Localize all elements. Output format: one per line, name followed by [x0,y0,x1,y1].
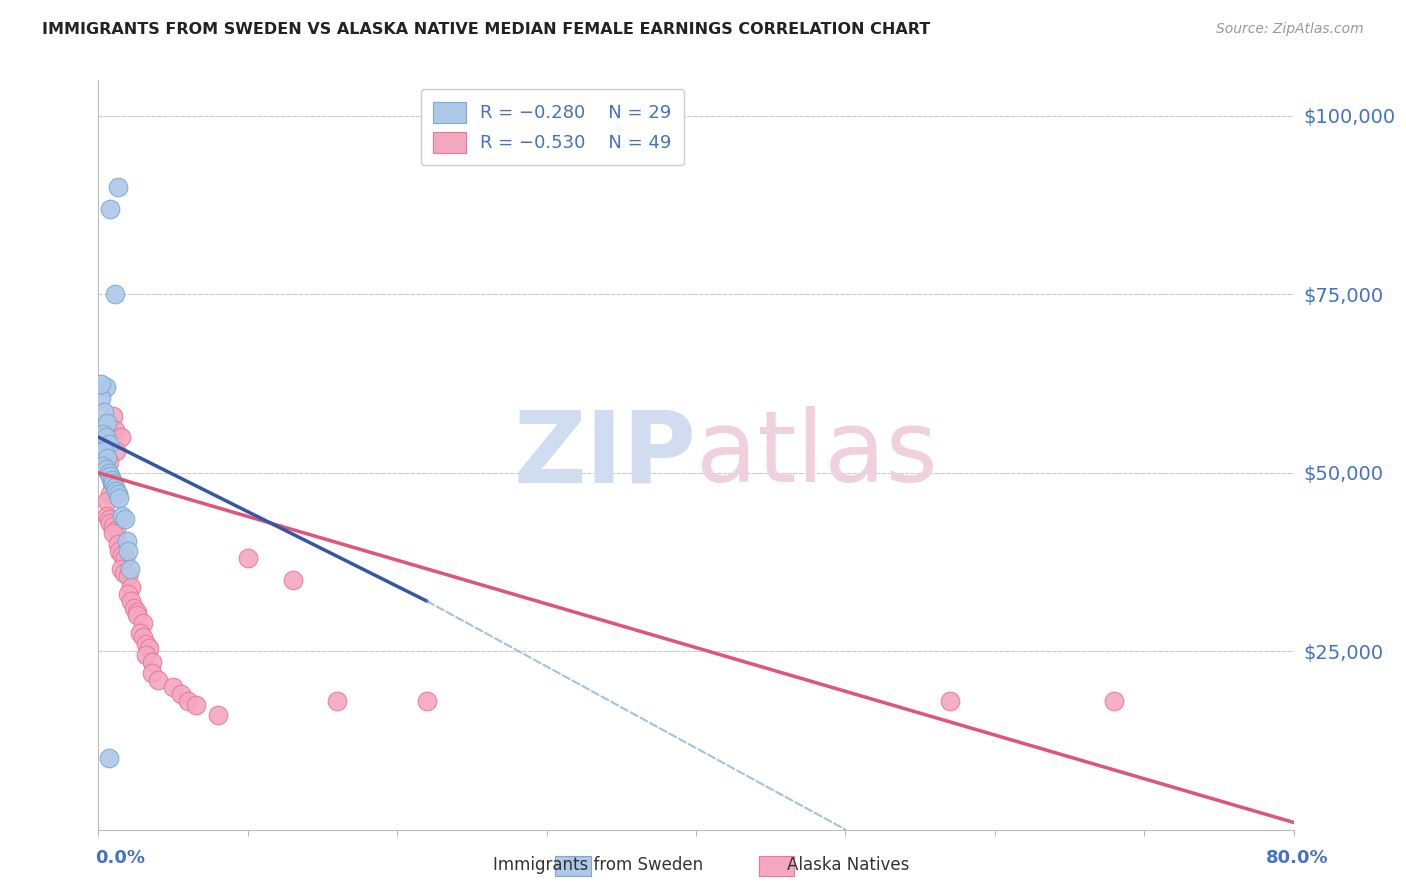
Point [236,551,259,566]
Point [135,648,157,662]
Text: Source: ZipAtlas.com: Source: ZipAtlas.com [1216,22,1364,37]
Point [132,615,155,630]
Point [148,673,170,687]
Point [111,548,134,562]
Point [97,466,120,480]
Point [120,594,142,608]
Point [96,416,118,430]
Text: Alaska Natives: Alaska Natives [787,856,910,874]
Point [93,444,115,458]
Point [97,512,120,526]
Point [939,694,962,708]
Text: atlas: atlas [696,407,938,503]
Point [98,202,122,216]
Point [112,566,135,580]
Point [162,680,184,694]
Point [111,508,134,523]
Point [91,458,114,473]
Text: Immigrants from Sweden: Immigrants from Sweden [494,856,703,874]
Point [108,491,131,505]
Point [141,655,163,669]
Point [98,469,122,483]
Point [94,380,117,394]
Point [97,751,120,765]
Text: 80.0%: 80.0% [1265,849,1329,867]
Point [91,426,114,441]
Point [135,637,157,651]
Point [416,694,439,708]
Legend: R = −0.280    N = 29, R = −0.530    N = 49: R = −0.280 N = 29, R = −0.530 N = 49 [420,89,685,165]
Point [98,516,122,530]
Point [107,180,129,194]
Point [118,562,141,576]
Point [98,469,122,483]
Point [120,580,142,594]
Point [94,430,117,444]
Point [184,698,207,712]
Point [117,544,139,558]
Point [96,508,118,523]
Point [103,526,125,541]
Point [104,480,127,494]
Point [98,487,122,501]
Point [177,694,200,708]
Text: IMMIGRANTS FROM SWEDEN VS ALASKA NATIVE MEDIAN FEMALE EARNINGS CORRELATION CHART: IMMIGRANTS FROM SWEDEN VS ALASKA NATIVE … [42,22,931,37]
Point [110,562,132,576]
Point [97,437,120,451]
Point [132,630,155,644]
Point [97,455,120,469]
Text: 0.0%: 0.0% [96,849,146,867]
Point [138,640,160,655]
Point [105,483,128,498]
Point [114,512,136,526]
Point [127,608,149,623]
Point [104,287,127,301]
Point [105,523,128,537]
Point [281,573,304,587]
Point [96,494,118,508]
Point [90,376,112,391]
Point [124,601,146,615]
Point [104,423,127,437]
Text: ZIP: ZIP [513,407,696,503]
Point [115,533,138,548]
Point [96,451,118,466]
Point [326,694,349,708]
Point [127,605,149,619]
Point [105,444,128,458]
Point [93,405,115,419]
Point [107,487,129,501]
Point [141,665,163,680]
Point [90,391,112,405]
Point [114,551,136,566]
Point [129,626,152,640]
Point [1104,694,1126,708]
Point [107,537,129,551]
Point [103,409,125,423]
Point [94,462,117,476]
Point [96,430,118,444]
Point [103,476,125,491]
Point [117,587,139,601]
Point [207,708,229,723]
Point [101,476,124,491]
Point [103,519,125,533]
Point [108,544,131,558]
Point [169,687,191,701]
Point [110,430,132,444]
Point [94,462,117,476]
Point [117,569,139,583]
Point [101,473,124,487]
